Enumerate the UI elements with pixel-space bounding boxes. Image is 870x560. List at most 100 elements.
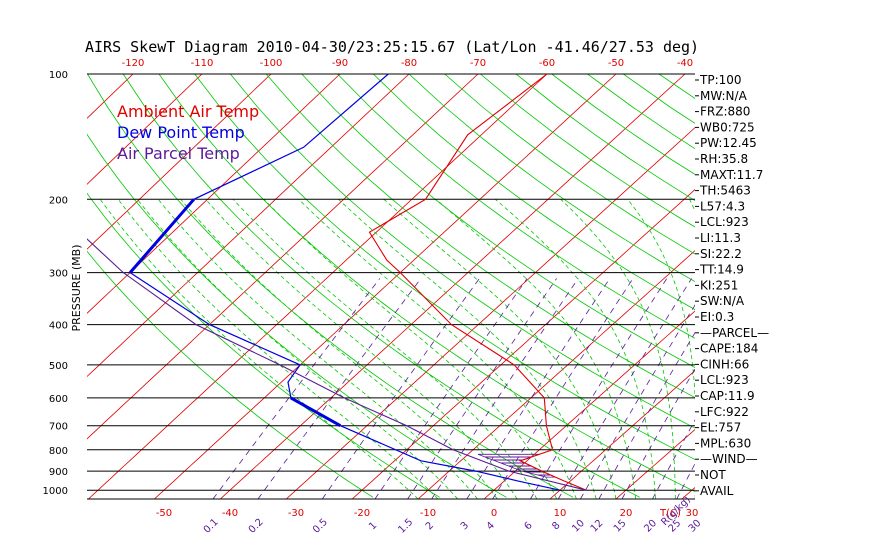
bottom-temp-tick-label: 0	[491, 508, 497, 519]
mixing-ratio-label: 1.5	[396, 517, 415, 536]
dry-adiabat	[337, 74, 695, 339]
isotherm	[417, 250, 695, 499]
mixing-ratio-label: 0.1	[202, 517, 221, 536]
dry-adiabat	[480, 74, 695, 228]
pressure-tick-label: 200	[49, 195, 68, 206]
mixing-ratio-line	[580, 304, 695, 499]
dry-adiabat	[408, 74, 695, 283]
index-item: —WIND—	[700, 452, 758, 466]
mixing-ratio-label: 4	[485, 520, 497, 532]
dewpoint-bold-segment	[128, 198, 196, 274]
pressure-tick-label: 300	[49, 269, 68, 280]
y-axis-label: PRESSURE (MB)	[70, 245, 83, 332]
mixing-ratio-line	[621, 368, 695, 499]
top-temp-tick-label: -90	[332, 58, 348, 69]
mixing-ratio-line	[407, 278, 557, 499]
isotherm	[748, 74, 870, 499]
mixing-ratio-label: 12	[589, 518, 606, 535]
moist-adiabat	[298, 199, 577, 499]
top-temp-tick-label: -100	[260, 58, 283, 69]
pressure-lines	[87, 73, 695, 500]
index-item: AVAIL	[700, 484, 734, 498]
pressure-tick-label: 800	[49, 446, 68, 457]
chart-title: AIRS SkewT Diagram 2010-04-30/23:25:15.6…	[85, 38, 699, 56]
dry-adiabat	[122, 74, 640, 498]
mixing-ratio-label: 2	[424, 520, 436, 532]
isotherm	[814, 74, 870, 499]
moist-adiabat	[157, 199, 478, 499]
isotherm	[87, 74, 479, 440]
top-temp-tick-label: -70	[470, 58, 486, 69]
mixing-ratio-label: 6	[522, 520, 534, 532]
bottom-temp-tick-label: 10	[554, 508, 567, 519]
mixing-ratio-line	[212, 278, 381, 499]
index-item: TP:100	[699, 73, 742, 87]
moist-adiabat	[627, 199, 695, 499]
moist-adiabat	[754, 199, 789, 499]
cape-area	[477, 453, 556, 478]
isotherm	[286, 127, 695, 499]
index-item: TH:5463	[699, 184, 751, 198]
dry-adiabat	[301, 74, 695, 368]
mixing-ratio-label: 30	[687, 518, 704, 535]
pressure-tick-label: 700	[49, 422, 68, 433]
index-item: LCL:923	[700, 215, 749, 229]
index-item: LCL:923	[700, 373, 749, 387]
moist-adiabat	[180, 199, 498, 499]
moist-adiabat	[232, 199, 538, 499]
moist-adiabat	[137, 199, 458, 499]
index-item: EL:757	[700, 421, 741, 435]
moist-adiabat	[117, 199, 439, 499]
legend: Ambient Air Temp Dew Point Temp Air Parcel…	[117, 102, 259, 163]
index-item: EI:0.3	[700, 310, 734, 324]
temp-axis-label: T(C)	[659, 508, 681, 519]
mixing-ratio-label: 3	[459, 520, 471, 532]
top-temp-tick-label: -40	[677, 58, 693, 69]
bottom-temp-tick-label: -40	[222, 508, 238, 519]
top-temp-tick-label: -120	[122, 58, 145, 69]
mixing-ratio-label: 8	[550, 520, 562, 532]
legend-item: Ambient Air Temp	[117, 102, 259, 121]
moist-adiabat	[774, 199, 828, 499]
index-item: —PARCEL—	[700, 326, 769, 340]
mixing-ratio-line	[676, 462, 695, 499]
mixing-ratio-line	[257, 278, 422, 499]
top-temp-tick-label: -110	[191, 58, 214, 69]
isotherm	[0, 74, 64, 499]
dry-adiabat	[87, 192, 440, 498]
index-item: CAPE:184	[700, 342, 758, 356]
pressure-tick-label: 1000	[43, 486, 68, 497]
index-item: KI:251	[700, 278, 738, 292]
dry-adiabat	[515, 74, 695, 202]
top-temp-tick-label: -80	[401, 58, 417, 69]
bottom-temp-tick-label: -20	[354, 508, 370, 519]
index-item: PW:12.45	[700, 136, 757, 150]
pressure-tick-label: 500	[49, 361, 68, 372]
series-group	[87, 74, 587, 491]
isotherm	[87, 74, 272, 250]
pressure-tick-label: 400	[49, 321, 68, 332]
moist-adiabat	[560, 199, 676, 499]
isotherm	[87, 74, 134, 119]
index-item: FRZ:880	[700, 105, 750, 119]
pressure-tick-label: 900	[49, 467, 68, 478]
mixing-ratio-label: 20	[642, 518, 659, 535]
ambient-temp-line	[368, 74, 587, 491]
isotherm	[88, 74, 548, 499]
isotherm	[154, 74, 617, 499]
index-item: MPL:630	[700, 436, 751, 450]
moist-adiabat	[99, 199, 419, 499]
mixing-ratio-line	[466, 278, 611, 499]
mixing-ratio-line	[557, 278, 692, 499]
pressure-tick-label: 600	[49, 394, 68, 405]
dry-adiabat	[265, 74, 695, 398]
top-temp-tick-label: -60	[539, 58, 555, 69]
moist-adiabat	[338, 199, 597, 499]
mixing-ratio-line	[492, 278, 634, 499]
bottom-temp-tick-label: -30	[288, 508, 304, 519]
mixing-ratio-line	[321, 278, 480, 499]
dry-adiabat	[87, 250, 374, 498]
index-item: L57:4.3	[700, 199, 745, 213]
moist-adiabat	[495, 198, 656, 499]
